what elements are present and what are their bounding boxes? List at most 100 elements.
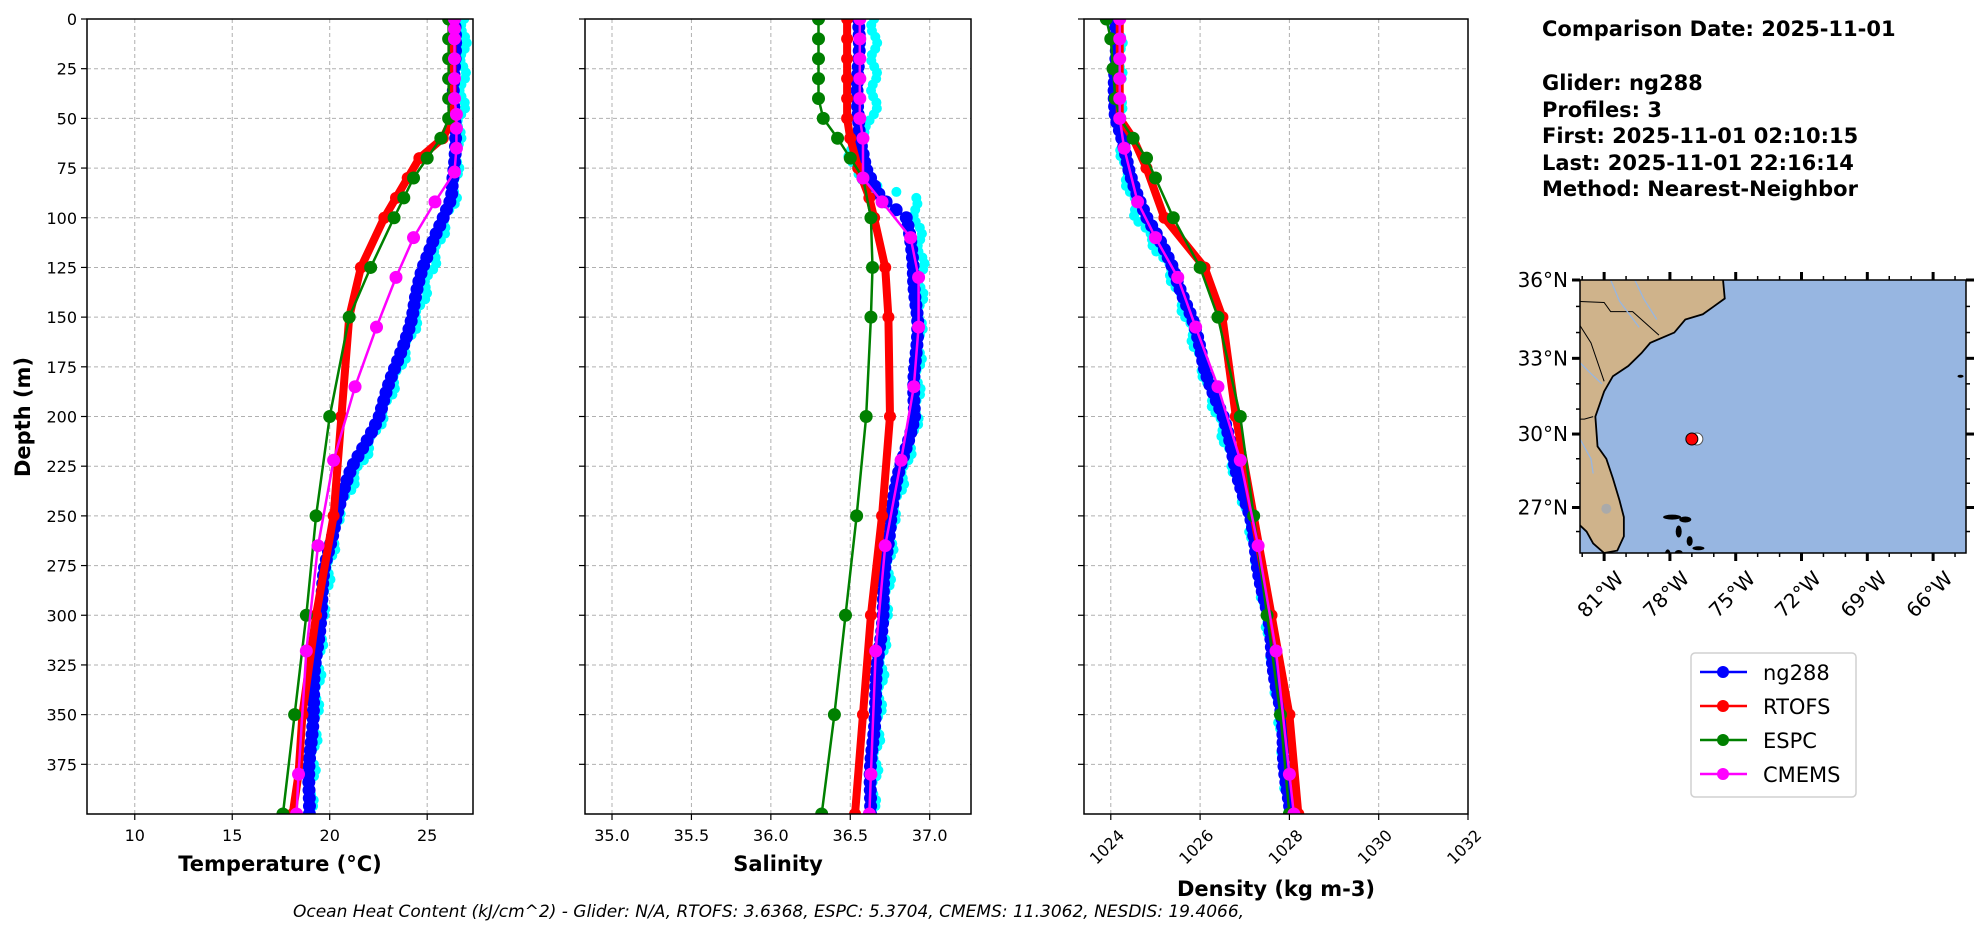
us-coastline <box>1580 280 1726 553</box>
rtofs-point <box>883 410 896 423</box>
cmems-point <box>853 52 867 66</box>
island <box>1675 525 1682 538</box>
espc-point <box>407 171 421 185</box>
cmems-point <box>907 380 921 394</box>
x-tick-label: 10 <box>125 826 145 845</box>
espc-point <box>831 131 845 145</box>
cmems-point <box>875 195 889 209</box>
profile-count: Profiles: 3 <box>1542 98 1662 122</box>
lon-tick-label: 69°W <box>1836 566 1892 622</box>
island <box>1692 546 1705 551</box>
rtofs-point <box>327 509 340 522</box>
cmems-point <box>1233 453 1247 467</box>
espc-point <box>1106 62 1120 76</box>
cmems-point <box>912 270 926 284</box>
cmems-point <box>878 539 892 553</box>
density-x-label: Density (kg m-3) <box>1177 877 1375 901</box>
x-tick-label: 25 <box>417 826 437 845</box>
state-border <box>1580 324 1605 382</box>
temperature-frame <box>86 18 474 815</box>
x-tick-label: 1028 <box>1264 826 1306 868</box>
espc-point <box>866 260 880 274</box>
island <box>1686 536 1693 547</box>
state-border <box>1580 301 1660 336</box>
salinity-panel: 35.0 35.5 36.0 36.5 37.0 <box>579 18 972 845</box>
rtofs-point <box>844 132 857 145</box>
espc-point <box>864 310 878 324</box>
lon-tick-label: 75°W <box>1704 566 1760 622</box>
state-border <box>1580 416 1594 420</box>
cmems-point <box>1113 92 1127 105</box>
rtofs-point <box>1158 211 1171 224</box>
y-tick-label: 225 <box>46 457 77 476</box>
cmems-point <box>856 131 870 145</box>
x-tick-label: 1032 <box>1443 826 1485 868</box>
island <box>1679 516 1692 523</box>
density-series <box>1099 19 1305 814</box>
y-tick-label: 325 <box>46 656 77 675</box>
salinity-series <box>812 19 930 814</box>
espc-point <box>1126 131 1140 145</box>
cmems-point <box>853 19 867 26</box>
cmems-point <box>1131 195 1145 209</box>
glider-location-map: 36°N 33°N 30°N 27°N 81°W 78°W 75°W 72°W 69°W 66°W <box>1518 268 1974 622</box>
cmems-point <box>447 22 461 36</box>
lake-okeechobee <box>1601 503 1612 514</box>
glider-name: Glider: ng288 <box>1542 71 1703 95</box>
espc-point <box>288 708 302 722</box>
espc-point <box>364 260 378 274</box>
cmems-point <box>447 92 461 105</box>
cmems-point <box>292 767 306 781</box>
cmems-point <box>1269 644 1283 658</box>
info-block: Comparison Date: 2025-11-01 Glider: ng28… <box>1542 17 1896 201</box>
cmems-point <box>853 32 867 46</box>
temperature-series <box>276 19 472 814</box>
comparison-date: Comparison Date: 2025-11-01 <box>1542 17 1896 41</box>
y-tick-label: 125 <box>46 258 77 277</box>
density-panel: 1024 1026 1028 1030 1032 <box>1078 18 1485 868</box>
lon-tick-label: 81°W <box>1572 566 1628 622</box>
y-tick-label: 150 <box>46 308 77 327</box>
y-tick-label: 300 <box>46 606 77 625</box>
rtofs-point <box>841 72 854 85</box>
rtofs-point <box>841 52 854 65</box>
y-tick-label: 75 <box>57 159 77 178</box>
y-tick-label: 275 <box>46 557 77 576</box>
cmems-point <box>407 231 421 245</box>
x-tick-label: 1026 <box>1175 826 1217 868</box>
cmems-point <box>862 807 876 814</box>
island <box>1663 514 1682 520</box>
cmems-point <box>428 195 442 209</box>
salinity-frame <box>584 18 972 815</box>
rtofs-point <box>876 509 889 522</box>
y-tick-label: 175 <box>46 358 77 377</box>
espc-point <box>1273 708 1287 722</box>
ng288-point <box>889 203 903 217</box>
legend-ng288-marker <box>1717 666 1729 678</box>
cmems-point <box>1251 539 1265 553</box>
lon-tick-label: 72°W <box>1770 566 1826 622</box>
espc-point <box>342 310 356 324</box>
cmems-point <box>447 32 461 46</box>
espc-point <box>309 509 323 523</box>
legend-rtofs-marker <box>1717 700 1729 712</box>
rtofs-point <box>882 311 895 324</box>
river <box>1580 438 1594 474</box>
cmems-point <box>311 539 325 553</box>
cmems-point <box>1211 380 1225 394</box>
cmems-point <box>447 165 461 179</box>
first-time: First: 2025-11-01 02:10:15 <box>1542 124 1858 148</box>
y-tick-label: 0 <box>67 10 77 29</box>
temperature-panel: 10 15 20 2502550751001251501752002252502753… <box>46 10 474 845</box>
y-tick-label: 25 <box>57 60 77 79</box>
espc-point <box>812 19 826 26</box>
cmems-point <box>447 52 461 66</box>
temperature-x-label: Temperature (°C) <box>178 852 381 876</box>
cmems-point <box>1189 320 1203 334</box>
legend-box <box>1690 652 1857 798</box>
espc-point <box>816 111 830 125</box>
rtofs-point <box>841 19 854 25</box>
espc-point <box>850 509 864 523</box>
lat-tick-label: 33°N <box>1518 346 1568 370</box>
x-tick-label: 35.0 <box>594 826 630 845</box>
